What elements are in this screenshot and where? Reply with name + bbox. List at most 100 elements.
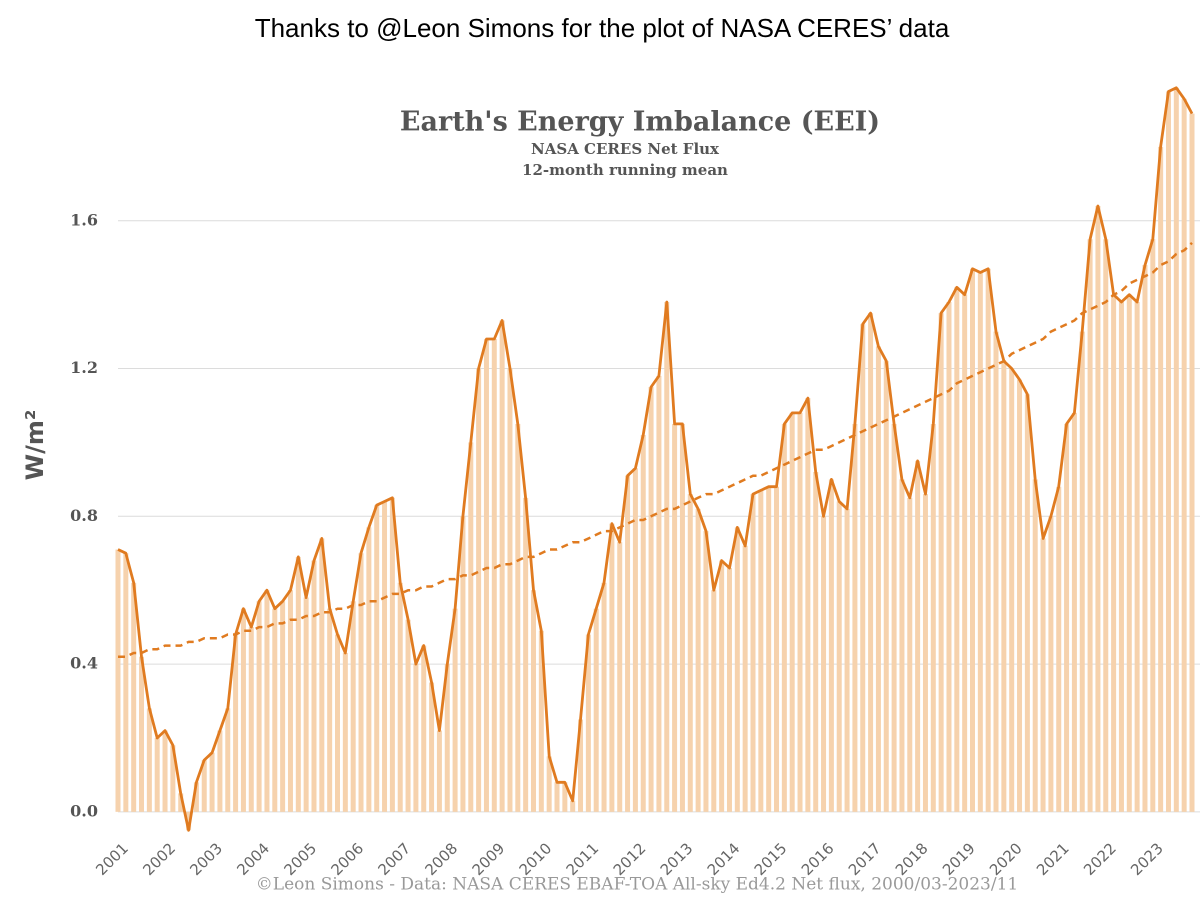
bar [585,634,591,812]
y-tick-label: 1.6 [70,210,98,229]
bar [444,664,450,812]
bar [201,760,207,812]
bar [625,475,631,812]
x-tick-label: 2021 [1033,839,1073,879]
bar [1071,412,1077,812]
bar [962,294,968,812]
bar [656,375,662,812]
chart-title: Earth's Energy Imbalance (EEI) [400,107,880,138]
bar [946,302,952,812]
bar [476,368,482,812]
y-tick-label: 0.4 [70,654,98,673]
bar [703,531,709,812]
bar [648,387,654,812]
bar [813,471,819,812]
bar [601,582,607,812]
bar [719,560,725,812]
bar [154,737,160,812]
bar [1173,87,1179,812]
bar [797,412,803,812]
bar [421,645,427,812]
bar [491,338,497,812]
x-tick-label: 2009 [469,839,509,879]
bar [954,287,960,812]
bar [468,442,474,812]
bar [193,782,199,812]
bar [499,320,505,812]
bar [413,664,419,812]
x-tick-label: 2008 [422,839,462,879]
bar [1189,113,1195,812]
bar [844,508,850,812]
bar [1087,239,1093,812]
x-tick-label: 2012 [610,839,650,879]
bar [985,268,991,812]
bar [256,601,262,812]
x-tick-label: 2016 [798,839,838,879]
x-tick-label: 2003 [186,839,226,879]
x-tick-label: 2013 [657,839,697,879]
x-tick-label: 2010 [516,839,556,879]
bar [907,497,913,812]
bar [1040,538,1046,812]
bar [789,412,795,812]
bar [679,423,685,812]
bar [554,782,560,812]
bar [1048,516,1054,812]
bar [319,538,325,812]
bar [1158,146,1164,812]
bar [1001,361,1007,812]
bar [209,752,215,812]
bar [295,556,301,812]
bar [146,708,152,812]
chart-subtitle: 12-month running mean [522,161,728,179]
bar [515,423,521,812]
bar [170,745,176,812]
bar [311,560,317,812]
bar [891,423,897,812]
bar [452,608,458,812]
bar [726,568,732,812]
bar [225,708,231,812]
bar [805,398,811,812]
bar [186,811,192,831]
bar [248,627,254,812]
bar [1103,239,1109,812]
source-note: ©Leon Simons - Data: NASA CERES EBAF-TOA… [256,875,1018,895]
bar [429,682,435,812]
bar [742,545,748,812]
bar [436,730,442,812]
x-tick-label: 2017 [845,839,885,879]
bar [828,479,834,812]
bar [538,630,544,812]
bar [758,490,764,812]
bar [287,590,293,812]
chart-subtitle: NASA CERES Net Flux [531,140,720,158]
bar [1142,265,1148,812]
bar [1056,486,1062,812]
bar [695,508,701,812]
bar [131,582,137,812]
bar [272,608,278,812]
x-tick-label: 2018 [892,839,932,879]
bar [389,497,395,812]
bar [483,338,489,812]
bar [1095,205,1101,812]
bar [303,597,309,812]
x-tick-label: 2001 [92,839,132,879]
bar [1150,239,1156,812]
y-tick-label: 0.8 [70,506,98,525]
bar [930,423,936,812]
bar [233,634,239,812]
bar [915,460,921,812]
bar [750,494,756,812]
bar [280,601,286,812]
bar [711,590,717,812]
bar [366,527,372,812]
bar [883,361,889,812]
bar [1134,302,1140,812]
bar [875,346,881,812]
